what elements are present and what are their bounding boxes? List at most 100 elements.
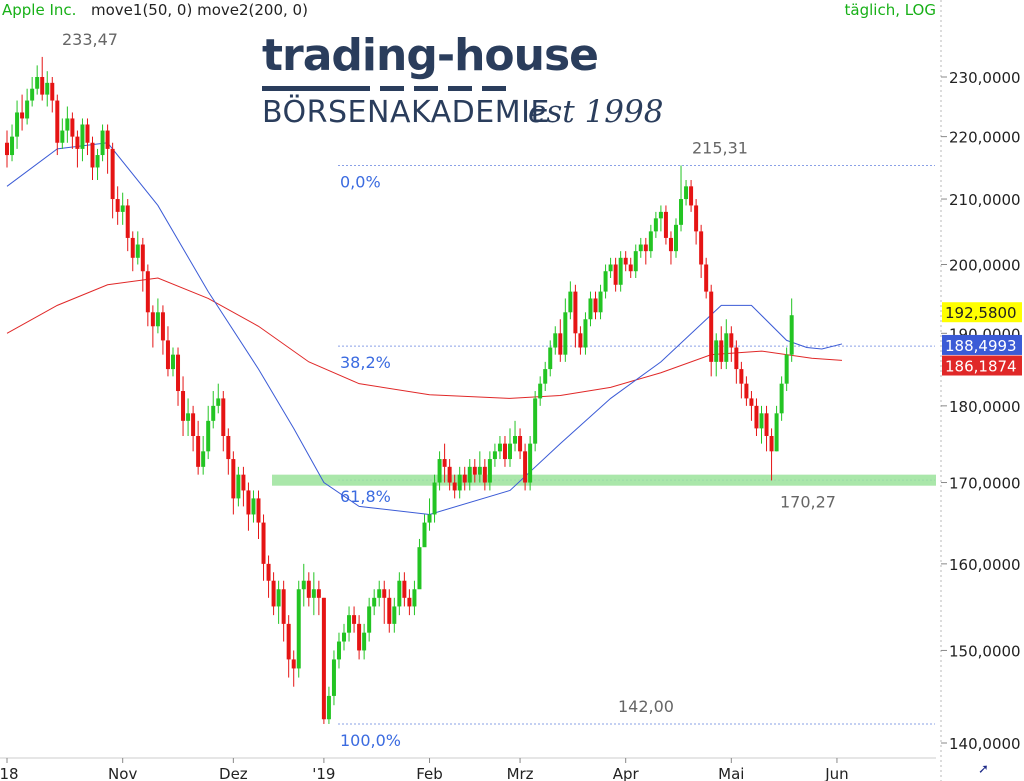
candle-body: [30, 88, 35, 101]
sma200-value-label: 186,1874: [942, 355, 1022, 376]
candle-body: [191, 413, 196, 436]
candle-body: [689, 186, 694, 206]
candle-body: [336, 641, 341, 660]
candle-body: [216, 398, 221, 406]
candle: [377, 580, 382, 607]
candle: [321, 597, 326, 724]
candle-body: [80, 124, 85, 149]
candle-body: [25, 100, 30, 119]
price-labels: 192,5800 188,4993 186,1874: [942, 302, 1022, 376]
candle-body: [548, 347, 553, 370]
candle: [729, 326, 734, 362]
sma50-value-label-text: 188,4993: [945, 337, 1017, 355]
price-annotation: 233,47: [62, 30, 118, 49]
candle: [543, 361, 548, 392]
candle: [372, 589, 377, 616]
candle-body: [352, 615, 357, 624]
cursor-icon[interactable]: ➚: [978, 762, 989, 777]
candle-body: [342, 632, 347, 642]
y-tick-label: 220,0000: [949, 129, 1021, 147]
candle-body: [568, 291, 573, 313]
candle-body: [331, 659, 336, 696]
sma50-line: [6, 142, 843, 515]
candle-body: [618, 257, 623, 285]
candle-body: [256, 498, 261, 523]
candle-body: [125, 205, 130, 238]
candle: [90, 136, 95, 181]
candle: [95, 148, 100, 181]
candle: [105, 124, 110, 174]
candle: [231, 451, 236, 515]
candle: [568, 281, 573, 320]
candle-body: [135, 244, 140, 258]
candle: [65, 106, 70, 143]
candle-body: [593, 298, 598, 313]
candle-body: [5, 142, 9, 156]
candle-body: [60, 130, 65, 143]
candle-body: [719, 340, 724, 362]
candle: [608, 257, 613, 278]
candle-body: [764, 413, 769, 436]
price-annotation: 142,00: [618, 697, 674, 716]
logo-subtitle: BÖRSENAKADEMIE: [262, 95, 550, 130]
last-price-label: 192,5800: [942, 302, 1022, 323]
candle: [236, 466, 241, 507]
candle-body: [427, 514, 432, 523]
candle-body: [236, 474, 241, 499]
candle-body: [35, 77, 40, 89]
candle: [442, 443, 447, 483]
y-tick-label: 180,0000: [949, 398, 1021, 416]
y-tick-label: 210,0000: [949, 191, 1021, 209]
candle-body: [472, 466, 477, 475]
candle-body: [533, 398, 538, 444]
candle: [170, 347, 175, 377]
candle-body: [296, 589, 301, 669]
candle: [724, 319, 729, 370]
candle-body: [432, 482, 437, 515]
candle-body: [739, 369, 744, 384]
candle: [271, 572, 276, 616]
candle-body: [186, 413, 191, 421]
candle-body: [211, 405, 216, 421]
candle: [301, 563, 306, 607]
candle: [704, 257, 709, 299]
candle: [256, 490, 261, 539]
x-tick-label: Feb: [416, 765, 443, 781]
candle-body: [100, 130, 105, 156]
candle-body: [543, 369, 548, 384]
candle-body: [502, 443, 507, 460]
candle-body: [608, 264, 613, 272]
candle-body: [633, 251, 638, 272]
candle: [513, 420, 518, 452]
candle-body: [447, 466, 452, 483]
candle: [593, 291, 598, 320]
candle: [70, 112, 75, 149]
candle-body: [724, 333, 729, 362]
candle: [387, 589, 392, 633]
candle-body: [155, 312, 160, 327]
candle-body: [261, 522, 266, 564]
candle-body: [759, 413, 764, 429]
logo-divider: [262, 86, 520, 91]
candle-body: [160, 312, 165, 341]
candle-body: [583, 319, 588, 348]
candle: [342, 623, 347, 651]
candle-body: [271, 580, 276, 607]
fib-label: 38,2%: [340, 353, 391, 372]
candle-body: [784, 354, 789, 384]
candle-body: [437, 459, 442, 483]
candle: [196, 420, 201, 475]
x-tick-label: Apr: [613, 765, 640, 781]
indicator-list: move1(50, 0) move2(200, 0): [91, 1, 308, 19]
candle: [684, 180, 689, 206]
fib-label: 0,0%: [340, 173, 381, 192]
candle: [392, 597, 397, 633]
x-tick-label: Dez: [219, 765, 248, 781]
candle-body: [291, 659, 296, 669]
candle: [291, 650, 296, 687]
candle-body: [779, 383, 784, 414]
sma50-value-label-bg: [942, 334, 1022, 355]
candle-body: [321, 597, 326, 720]
sma200-value-label-text: 186,1874: [945, 358, 1017, 376]
candle: [20, 94, 25, 131]
